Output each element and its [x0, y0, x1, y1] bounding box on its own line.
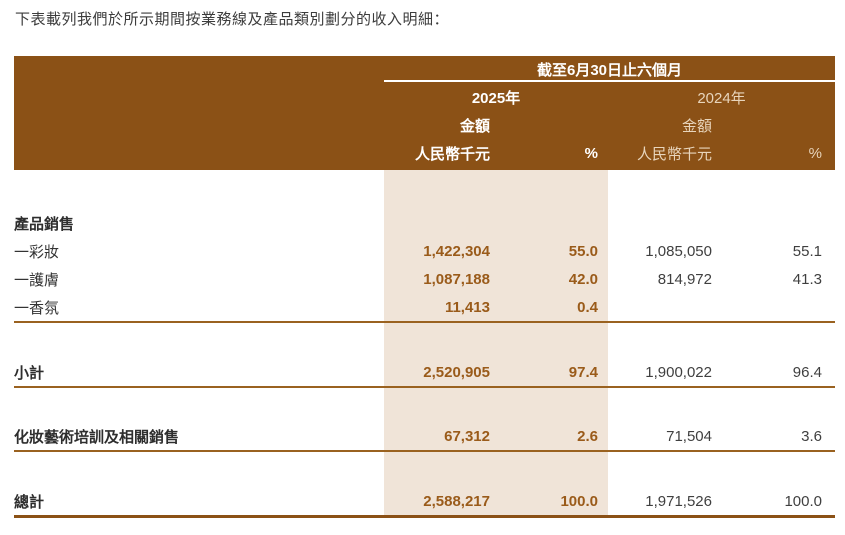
pct-2025: 100.0 [490, 487, 608, 515]
row-label: 小計 [14, 364, 45, 382]
row-color-cosmetics: 一彩妝 1,422,304 55.0 1,085,050 55.1 [14, 237, 835, 265]
revenue-table: 截至6月30日止六個月 2025年 2024年 金額 金額 人民幣千元 % 人民… [14, 56, 835, 518]
row-label: 一香氛 [14, 299, 60, 317]
divider-line [14, 450, 835, 487]
row-label: 總計 [14, 493, 45, 511]
year-2025-header: 2025年 [471, 89, 521, 107]
unit-label-2025: 人民幣千元 [414, 145, 490, 163]
amount-2025: 67,312 [384, 422, 490, 450]
pct-2024: 96.4 [792, 363, 822, 381]
amount-2024: 1,971,526 [645, 492, 712, 510]
amount-2025: 2,520,905 [384, 358, 490, 386]
pct-2025: 42.0 [490, 265, 608, 293]
amount-2025: 1,422,304 [384, 237, 490, 265]
year-2024-header: 2024年 [697, 89, 746, 107]
row-product-sales: 產品銷售 [14, 209, 835, 237]
row-label: 產品銷售 [14, 215, 75, 233]
divider-line [14, 386, 835, 422]
amount-2024 [608, 293, 712, 321]
row-total: 總計 2,588,217 100.0 1,971,526 100.0 [14, 487, 835, 515]
pct-2024: 41.3 [792, 270, 822, 288]
amount-label-2025: 金額 [459, 117, 490, 135]
divider-line [14, 321, 835, 358]
row-label: 一彩妝 [14, 243, 60, 261]
amount-2024: 1,085,050 [645, 242, 712, 260]
amount-2024: 814,972 [657, 270, 712, 288]
amount-label-2024: 金額 [681, 117, 712, 135]
intro-text: 下表載列我們於所示期間按業務線及產品類別劃分的收入明細： [15, 11, 450, 28]
pct-2025: 2.6 [490, 422, 608, 450]
table-bottom-line [14, 515, 835, 518]
unit-label-2024: 人民幣千元 [636, 145, 712, 163]
row-fragrance: 一香氛 11,413 0.4 [14, 293, 835, 321]
pct-2024: 100.0 [784, 492, 822, 510]
amount-2025: 1,087,188 [384, 265, 490, 293]
row-skincare: 一護膚 1,087,188 42.0 814,972 41.3 [14, 265, 835, 293]
amount-2025: 2,588,217 [384, 487, 490, 515]
row-makeup-training: 化妝藝術培訓及相關銷售 67,312 2.6 71,504 3.6 [14, 422, 835, 450]
pct-2024 [712, 293, 835, 321]
pct-2024: 3.6 [801, 427, 822, 445]
row-label: 一護膚 [14, 271, 60, 289]
pct-2024: 55.1 [792, 242, 822, 260]
table-header: 截至6月30日止六個月 2025年 2024年 金額 金額 人民幣千元 % 人民… [14, 56, 835, 170]
pct-2025: 97.4 [490, 358, 608, 386]
pct-label-2024: % [808, 144, 822, 162]
period-header: 截至6月30日止六個月 [384, 59, 835, 82]
amount-2024: 71,504 [666, 427, 712, 445]
pct-label-2025: % [584, 144, 598, 162]
pct-2025: 55.0 [490, 237, 608, 265]
row-label: 化妝藝術培訓及相關銷售 [14, 428, 180, 446]
amount-2025: 11,413 [384, 293, 490, 321]
amount-2024: 1,900,022 [645, 363, 712, 381]
pct-2025: 0.4 [490, 293, 608, 321]
row-subtotal: 小計 2,520,905 97.4 1,900,022 96.4 [14, 358, 835, 386]
